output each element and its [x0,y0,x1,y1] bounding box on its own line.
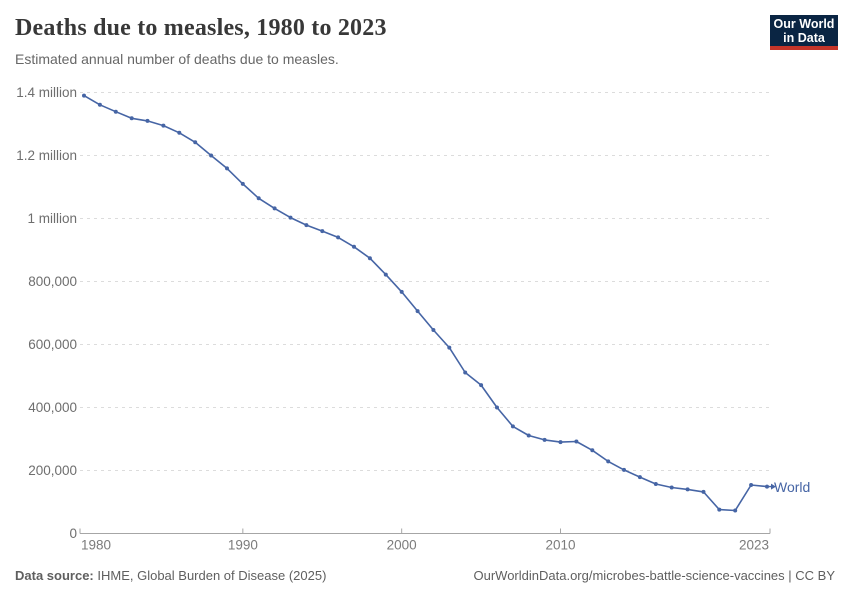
world-series-point [145,118,150,123]
owid-logo-line1: Our World [773,17,835,31]
world-series-point [447,345,452,350]
y-axis-tick-label: 400,000 [28,400,77,415]
world-series-point [399,289,404,294]
world-series-point [733,508,738,513]
world-series-point [590,448,595,453]
x-axis-tick-label: 2000 [387,538,417,553]
world-series-line [83,94,768,512]
world-series-point [129,116,134,121]
series-label-world[interactable]: World [774,479,811,495]
world-series-point [622,467,626,472]
world-series-point [495,405,499,410]
owid-logo-red-bar [770,46,838,50]
owid-logo-line2: in Data [783,30,825,45]
x-axis-tick-label: 2010 [545,538,575,553]
y-axis-tick-label: 1 million [27,211,77,226]
y-axis-tick-label: 200,000 [28,463,77,478]
world-series-point [431,328,436,332]
chart-footer: Data source: IHME, Global Burden of Dise… [15,568,835,583]
world-series-point [272,206,277,211]
world-series-point [606,459,611,464]
world-series-point [669,485,674,490]
world-series-point [637,475,642,480]
world-series-point [97,102,102,107]
world-series-point [320,229,325,234]
data-source-text: IHME, Global Burden of Disease (2025) [93,568,327,583]
world-series-point [574,439,579,444]
y-axis-tick-label: 1.2 million [16,148,77,163]
world-series-point [240,181,245,186]
world-series-point [209,153,214,158]
world-series-point [685,487,690,492]
y-axis-tick-label: 800,000 [28,274,77,289]
data-source-note: Data source: IHME, Global Burden of Dise… [15,568,326,583]
series-endpoint-arrow [771,483,776,490]
world-series-point [542,437,547,442]
world-series-point [653,482,658,486]
chart-subtitle: Estimated annual number of deaths due to… [15,51,339,67]
world-series-point [336,235,341,240]
world-series-point [304,223,309,228]
world-series-point [256,196,261,201]
x-axis-tick-label: 1980 [81,538,111,553]
chart-title: Deaths due to measles, 1980 to 2023 [15,15,387,41]
world-series-point [383,272,388,277]
world-series-point [701,489,706,494]
world-series-point [367,256,372,261]
world-series-point [193,140,198,145]
world-series-point [717,507,722,512]
y-axis-tick-label: 1.4 million [16,85,77,100]
world-series-point [352,244,356,249]
world-series-point [82,93,86,98]
y-axis-tick-label: 600,000 [28,337,77,352]
world-series-point [161,123,166,128]
world-series-point [225,166,229,171]
world-series-point [479,383,484,388]
world-series-point [558,440,563,445]
x-axis-tick-label: 1990 [228,538,258,553]
world-series-point [749,483,754,487]
world-series-point [288,215,293,220]
owid-logo[interactable]: Our World in Data [770,15,838,50]
world-series-point [510,424,515,429]
world-series-point [463,370,468,375]
world-series-point [113,109,118,114]
x-axis-tick-label: 2023 [739,538,769,553]
world-series-point [415,309,420,314]
data-source-label: Data source: [15,568,94,583]
world-series-point [526,433,531,438]
world-series-point [177,130,182,135]
y-axis-tick-label: 0 [69,526,77,541]
license-link[interactable]: OurWorldinData.org/microbes-battle-scien… [473,568,836,583]
owid-logo-box: Our World in Data [770,15,838,46]
